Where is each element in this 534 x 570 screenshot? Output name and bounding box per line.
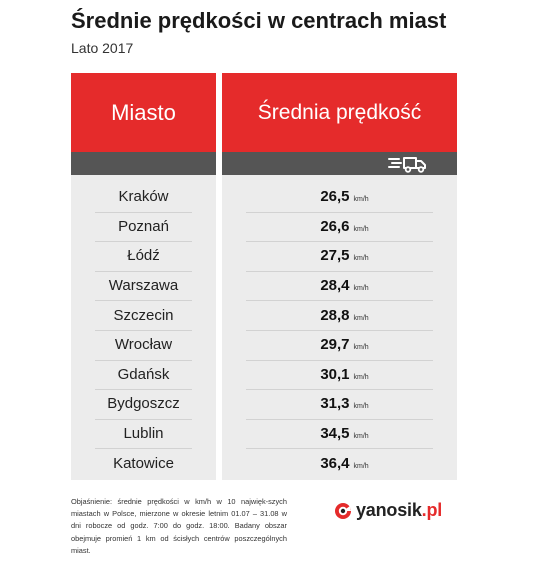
table-row: 29,7 km/h (222, 329, 457, 360)
speed-value: 26,5 (320, 188, 350, 206)
speed-value: 34,5 (320, 425, 350, 443)
speed-unit: km/h (353, 462, 369, 470)
header-band-left (71, 152, 216, 175)
table-row: 36,4 km/h (222, 448, 457, 478)
table-row: Kraków (71, 182, 216, 212)
table-row: 26,6 km/h (222, 211, 457, 242)
city-name: Kraków (118, 188, 169, 206)
speed-cell: 26,6 km/h (310, 218, 368, 235)
speed-value: 26,6 (320, 217, 350, 235)
speed-unit: km/h (353, 344, 369, 352)
speed-cell: 26,5 km/h (310, 188, 368, 205)
speed-value: 27,5 (320, 247, 350, 265)
table-row: Warszawa (71, 270, 216, 301)
logo-text: yanosik.pl (356, 500, 443, 520)
table-row: 27,5 km/h (222, 241, 457, 271)
speed-cell: 27,5 km/h (310, 247, 368, 264)
speed-column-header: Średnia prędkość (222, 73, 457, 152)
table-row: Łódź (71, 241, 216, 271)
city-name: Poznań (118, 217, 169, 235)
speed-unit: km/h (353, 403, 369, 411)
speed-unit: km/h (353, 196, 369, 204)
speed-cell: 28,8 km/h (310, 307, 368, 324)
speed-value: 28,8 (320, 306, 350, 324)
city-list: Kraków Poznań Łódź Warszawa Szczecin Wrocław G… (71, 182, 216, 478)
speed-unit: km/h (353, 433, 369, 441)
table-row: Wrocław (71, 329, 216, 360)
speed-list: 26,5 km/h 26,6 km/h 27,5 km/h 28,4 km/h 28,8 km/h… (222, 182, 457, 478)
header-band-right (222, 152, 457, 175)
speed-value: 28,4 (320, 277, 350, 295)
city-name: Warszawa (108, 277, 179, 295)
table-row: Gdańsk (71, 359, 216, 390)
speed-cell: 29,7 km/h (310, 336, 368, 353)
yanosik-logo: yanosik.pl (334, 500, 442, 521)
city-name: Bydgoszcz (107, 395, 180, 413)
speed-unit: km/h (353, 285, 369, 293)
city-name: Wrocław (114, 336, 173, 354)
city-name: Katowice (113, 454, 174, 472)
speed-value: 30,1 (320, 365, 350, 383)
speed-value: 36,4 (320, 454, 350, 472)
speed-cell: 31,3 km/h (310, 395, 368, 412)
city-column-header: Miasto (71, 73, 216, 152)
page-subtitle: Lato 2017 (71, 40, 134, 56)
yanosik-logo-icon (335, 502, 351, 519)
city-name: Łódź (127, 247, 160, 265)
footnote: Objaśnienie: średnie prędkości w km/h w … (71, 497, 287, 555)
city-column: Miasto Kraków Poznań Łódź Warszawa Szczecin W… (71, 73, 216, 480)
speed-unit: km/h (353, 373, 369, 381)
table-row: 34,5 km/h (222, 418, 457, 449)
speed-value: 31,3 (320, 395, 350, 413)
city-name: Szczecin (113, 306, 174, 324)
table-row: 31,3 km/h (222, 389, 457, 419)
speed-unit: km/h (353, 225, 369, 233)
table-row: Katowice (71, 448, 216, 478)
table-row: Poznań (71, 211, 216, 242)
table-row: Bydgoszcz (71, 389, 216, 419)
speed-cell: 36,4 km/h (310, 455, 368, 472)
speed-cell: 30,1 km/h (310, 366, 368, 383)
city-name: Gdańsk (117, 365, 170, 383)
speed-unit: km/h (353, 255, 369, 263)
table-row: 26,5 km/h (222, 182, 457, 212)
city-name: Lublin (123, 425, 164, 443)
table-row: Lublin (71, 418, 216, 449)
truck-speed-icon (388, 157, 426, 173)
speed-column: Średnia prędkość 26,5 km/h 26,6 km/h 27,5 km/… (222, 73, 457, 480)
table-row: Szczecin (71, 300, 216, 330)
speed-value: 29,7 (320, 336, 350, 354)
speed-cell: 28,4 km/h (310, 277, 368, 294)
table-row: 30,1 km/h (222, 359, 457, 390)
speed-cell: 34,5 km/h (310, 425, 368, 442)
page-title: Średnie prędkości w centrach miast (71, 8, 447, 33)
table-row: 28,8 km/h (222, 300, 457, 330)
speed-unit: km/h (353, 314, 369, 322)
table-row: 28,4 km/h (222, 270, 457, 301)
